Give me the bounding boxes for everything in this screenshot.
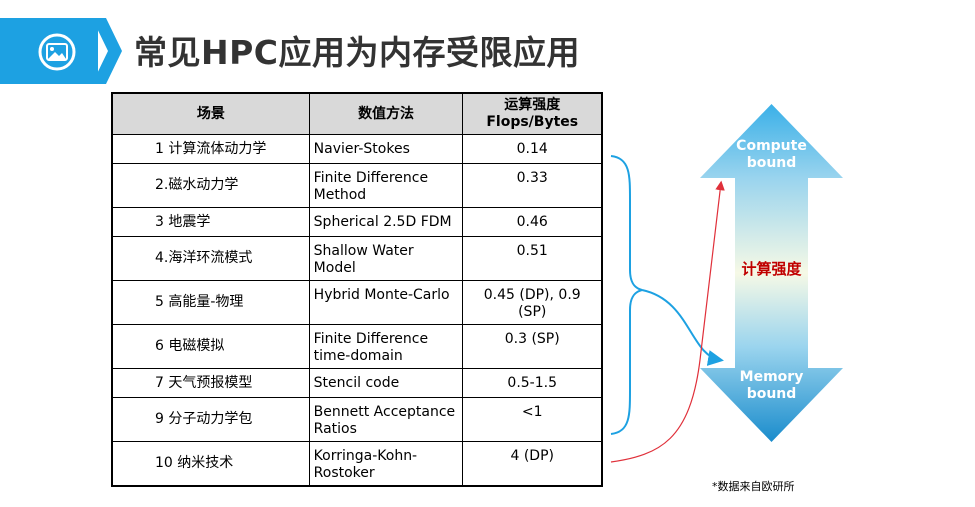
cell-scene: 7 天气预报模型 (111, 368, 310, 398)
header-band (0, 18, 98, 84)
cell-method: Finite Difference time-domain (308, 324, 464, 369)
cell-intensity: 0.51 (462, 236, 603, 281)
cell-scene: 10 纳米技术 (111, 441, 310, 486)
table-row: 2.磁水动力学 Finite Difference Method 0.33 (111, 163, 603, 208)
cell-method: Bennett Acceptance Ratios (308, 397, 464, 442)
compute-bound-line1: Compute (736, 138, 807, 154)
cell-scene: 1 计算流体动力学 (111, 134, 310, 164)
column-header-intensity-line2: Flops/Bytes (486, 114, 579, 130)
cell-method: Hybrid Monte-Carlo (308, 280, 464, 325)
source-note: *数据来自欧研所 (712, 480, 795, 493)
column-header-intensity-line1: 运算强度 (504, 97, 561, 113)
intensity-axis-label: 计算强度 (741, 260, 802, 278)
cell-scene: 2.磁水动力学 (111, 163, 310, 208)
cell-intensity: 4 (DP) (462, 441, 603, 486)
cell-intensity: 0.45 (DP), 0.9 (SP) (462, 280, 603, 325)
cell-intensity: <1 (462, 397, 603, 442)
table-row: 3 地震学 Spherical 2.5D FDM 0.46 (111, 207, 603, 237)
table-row: 5 高能量-物理 Hybrid Monte-Carlo 0.45 (DP), 0… (111, 280, 603, 325)
table-header-row: 场景 数值方法 运算强度 Flops/Bytes (111, 92, 603, 135)
header-chevron (92, 18, 122, 84)
column-header-scene: 场景 (111, 92, 310, 135)
cell-intensity: 0.33 (462, 163, 603, 208)
memory-bound-line1: Memory (739, 369, 804, 385)
table-row: 10 纳米技术 Korringa-Kohn-Rostoker 4 (DP) (111, 441, 603, 486)
memory-bound-label: Memory bound (700, 369, 843, 403)
compute-bound-line2: bound (746, 155, 797, 171)
cell-scene: 6 电磁模拟 (111, 324, 310, 369)
cell-method: Stencil code (308, 368, 464, 398)
cell-intensity: 0.46 (462, 207, 603, 237)
double-arrow-graphic (700, 104, 843, 442)
cell-method: Spherical 2.5D FDM (308, 207, 464, 237)
cell-scene: 3 地震学 (111, 207, 310, 237)
image-icon (38, 33, 76, 71)
column-header-intensity: 运算强度 Flops/Bytes (462, 92, 603, 135)
cell-method: Navier-Stokes (308, 134, 464, 164)
cell-scene: 5 高能量-物理 (111, 280, 310, 325)
cell-scene: 4.海洋环流模式 (111, 236, 310, 281)
intensity-table: 场景 数值方法 运算强度 Flops/Bytes 1 计算流体动力学 Navie… (111, 92, 603, 487)
cell-intensity: 0.3 (SP) (462, 324, 603, 369)
memory-bound-line2: bound (746, 386, 797, 402)
cell-intensity: 0.14 (462, 134, 603, 164)
cell-method: Shallow Water Model (308, 236, 464, 281)
page-title: 常见HPC应用为内存受限应用 (134, 33, 581, 72)
column-header-method: 数值方法 (308, 92, 464, 135)
compute-bound-label: Compute bound (700, 138, 843, 172)
table-row: 7 天气预报模型 Stencil code 0.5-1.5 (111, 368, 603, 398)
table-row: 4.海洋环流模式 Shallow Water Model 0.51 (111, 236, 603, 281)
table-row: 6 电磁模拟 Finite Difference time-domain 0.3… (111, 324, 603, 369)
cell-intensity: 0.5-1.5 (462, 368, 603, 398)
right-brace (610, 155, 643, 435)
cell-method: Finite Difference Method (308, 163, 464, 208)
table-row: 1 计算流体动力学 Navier-Stokes 0.14 (111, 134, 603, 164)
cell-scene: 9 分子动力学包 (111, 397, 310, 442)
table-row: 9 分子动力学包 Bennett Acceptance Ratios <1 (111, 397, 603, 442)
cell-method: Korringa-Kohn-Rostoker (308, 441, 464, 486)
